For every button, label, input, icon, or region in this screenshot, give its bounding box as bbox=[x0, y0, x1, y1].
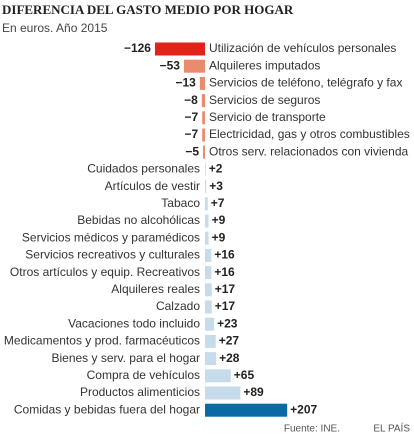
category-label: Servicio de transporte bbox=[209, 110, 326, 124]
bar bbox=[154, 42, 205, 56]
chart-title: DIFERENCIA DEL GASTO MEDIO POR HOGAR bbox=[2, 2, 294, 17]
value-label: +9 bbox=[212, 230, 226, 244]
publisher: EL PAÍS bbox=[373, 422, 410, 435]
category-label: Servicios médicos y paramédicos bbox=[22, 230, 200, 244]
category-label: Productos alimenticios bbox=[80, 385, 200, 399]
category-label: Electricidad, gas y otros combustibles bbox=[209, 127, 410, 141]
value-label: +3 bbox=[209, 179, 223, 193]
value-label: +207 bbox=[290, 402, 317, 416]
bar bbox=[205, 266, 212, 280]
category-label: Utilización de vehículos personales bbox=[209, 41, 396, 55]
value-label: +17 bbox=[215, 299, 236, 313]
category-label: Compra de vehículos bbox=[87, 368, 200, 382]
category-label: Bienes y serv. para el hogar bbox=[51, 351, 200, 365]
bar bbox=[203, 145, 205, 159]
value-label: −53 bbox=[160, 58, 181, 72]
value-label: +2 bbox=[209, 162, 223, 176]
value-label: +16 bbox=[214, 265, 235, 279]
category-label: Medicamentos y prod. farmacéuticos bbox=[4, 334, 200, 348]
source: Fuente: INE. bbox=[284, 424, 340, 435]
bar bbox=[205, 317, 215, 331]
value-label: −13 bbox=[175, 76, 196, 90]
category-label: Alquileres imputados bbox=[209, 58, 320, 72]
bar bbox=[205, 283, 212, 297]
bar bbox=[202, 111, 205, 125]
bar bbox=[205, 334, 216, 348]
value-label: −7 bbox=[185, 127, 199, 141]
category-label: Bebidas no alcohólicas bbox=[77, 213, 200, 227]
value-label: −5 bbox=[185, 144, 199, 158]
bar bbox=[183, 59, 205, 73]
bar bbox=[205, 197, 208, 211]
value-label: +89 bbox=[243, 385, 264, 399]
value-label: +17 bbox=[215, 282, 236, 296]
bar bbox=[205, 231, 209, 245]
bar bbox=[199, 76, 205, 90]
bar bbox=[205, 180, 207, 194]
category-label: Servicios recreativos y culturales bbox=[25, 248, 200, 262]
bar bbox=[205, 386, 241, 400]
value-label: −8 bbox=[184, 93, 198, 107]
bar bbox=[205, 214, 209, 228]
category-label: Servicios de teléfono, telégrafo y fax bbox=[209, 76, 402, 90]
category-label: Cuidados personales bbox=[87, 162, 200, 176]
value-label: −7 bbox=[185, 110, 199, 124]
bar bbox=[205, 248, 212, 262]
value-label: +16 bbox=[214, 248, 235, 262]
category-label: Otros artículos y equip. Recreativos bbox=[10, 265, 200, 279]
category-label: Otros serv. relacionados con vivienda bbox=[209, 144, 409, 158]
bar bbox=[201, 94, 205, 108]
category-label: Comidas y bebidas fuera del hogar bbox=[14, 402, 200, 416]
value-label: +27 bbox=[219, 334, 240, 348]
bar bbox=[202, 128, 205, 142]
value-label: +23 bbox=[217, 316, 238, 330]
bar bbox=[205, 162, 206, 176]
bar bbox=[205, 403, 288, 417]
value-label: +7 bbox=[211, 196, 225, 210]
chart-subtitle: En euros. Año 2015 bbox=[2, 21, 108, 35]
value-label: +28 bbox=[219, 351, 240, 365]
category-label: Calzado bbox=[156, 299, 200, 313]
value-label: +65 bbox=[234, 368, 255, 382]
value-label: +9 bbox=[212, 213, 226, 227]
category-label: Artículos de vestir bbox=[105, 179, 200, 193]
bar bbox=[205, 369, 231, 383]
category-label: Tabaco bbox=[161, 196, 200, 210]
bar bbox=[205, 352, 217, 366]
category-label: Vacaciones todo incluido bbox=[68, 316, 200, 330]
value-label: −126 bbox=[124, 41, 151, 55]
category-label: Servicios de seguros bbox=[209, 93, 320, 107]
bar bbox=[205, 300, 212, 314]
category-label: Alquileres reales bbox=[111, 282, 200, 296]
